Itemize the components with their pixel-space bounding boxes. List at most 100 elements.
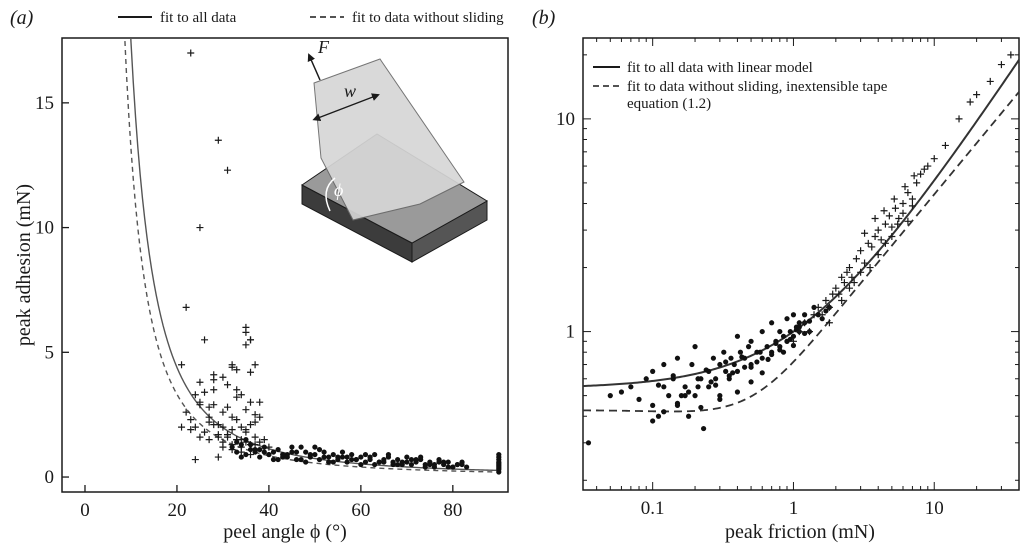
a-dot-point xyxy=(289,449,295,455)
a-dot-point xyxy=(298,456,304,463)
a-plus-point xyxy=(187,49,195,57)
a-plus-point xyxy=(191,391,199,399)
b-dot-point xyxy=(723,359,729,365)
a-dot-point xyxy=(252,446,258,453)
a-plus-point xyxy=(187,416,195,424)
a-plus-point xyxy=(224,166,232,174)
b-dot-point xyxy=(759,370,765,376)
a-plus-point xyxy=(214,453,222,461)
b-dot-point xyxy=(745,344,752,350)
a-dot-point xyxy=(422,464,428,470)
b-dot-point xyxy=(628,384,634,390)
b-plus-point xyxy=(941,141,949,149)
b-plus-point xyxy=(845,284,853,292)
a-plus-point xyxy=(196,224,204,232)
b-plus-point xyxy=(908,202,916,210)
b-plus-point xyxy=(881,220,889,228)
a-dot-point xyxy=(321,454,327,460)
b-dot-point xyxy=(759,355,765,361)
b-plus-point xyxy=(795,328,803,336)
a-plus-point xyxy=(224,431,232,439)
a-dot-point xyxy=(404,459,410,465)
a-plus-point xyxy=(251,411,259,419)
b-dot-point xyxy=(748,338,754,344)
b-dot-point xyxy=(815,312,821,318)
x-tick-label-b: 1 xyxy=(789,498,799,519)
b-dot-point xyxy=(802,312,808,318)
a-dot-point xyxy=(247,442,254,448)
b-plus-point xyxy=(891,204,899,212)
a-plus-point xyxy=(233,416,241,424)
b-plus-point xyxy=(973,91,981,99)
b-dot-point xyxy=(717,396,723,402)
b-plus-point xyxy=(901,183,909,191)
b-dot-point xyxy=(682,393,688,399)
b-plus-point xyxy=(930,155,938,163)
b-dot-point xyxy=(655,413,662,419)
a-dot-point xyxy=(441,459,447,465)
a-plus-point xyxy=(242,328,250,336)
x-tick-label-b: 0.1 xyxy=(641,498,665,519)
b-dot-point xyxy=(765,356,771,363)
b-plus-point xyxy=(829,290,837,298)
a-dot-point xyxy=(459,461,465,468)
a-plus-point xyxy=(210,386,218,394)
plot-b-ticks: 0.1 1 10 1 10 xyxy=(556,38,1020,519)
a-dot-point xyxy=(372,461,378,468)
b-dot-point xyxy=(692,393,698,399)
b-dot-point xyxy=(754,359,760,365)
a-plus-point xyxy=(228,426,236,434)
plot-b-curves xyxy=(583,59,1019,413)
a-dot-point xyxy=(243,437,249,443)
a-plus-point xyxy=(242,341,250,349)
a-dot-point xyxy=(280,451,286,458)
b-dot-point xyxy=(780,333,787,339)
b-dot-point xyxy=(734,389,741,395)
b-plus-point xyxy=(881,239,889,247)
plot-a-points xyxy=(178,49,502,475)
legend-a-dashed-label: fit to data without sliding xyxy=(352,10,504,26)
a-dot-point xyxy=(362,451,369,458)
panel-a: 0 20 40 60 80 0 5 10 15 peel angle ϕ (°) peak ad… xyxy=(13,37,509,543)
a-dot-point xyxy=(496,460,502,466)
b-plus-point xyxy=(894,220,902,228)
b-plus-point xyxy=(868,243,876,251)
a-dot-point xyxy=(326,454,332,460)
a-dot-point xyxy=(353,456,359,463)
b-dot-point xyxy=(730,370,736,376)
a-plus-point xyxy=(201,428,209,436)
a-plus-point xyxy=(205,413,213,421)
a-dot-point xyxy=(234,439,240,445)
a-plus-point xyxy=(228,363,236,371)
b-dot-point xyxy=(769,351,775,358)
a-dot-point xyxy=(362,459,369,465)
b-dot-point xyxy=(734,368,741,374)
a-plus-point xyxy=(182,408,190,416)
a-dot-point xyxy=(418,454,424,460)
b-dot-point xyxy=(787,336,793,342)
b-plus-point xyxy=(818,311,826,319)
b-plus-point xyxy=(874,251,882,259)
inset-width-arrow xyxy=(312,93,380,122)
b-dot-point xyxy=(723,368,729,374)
b-plus-point xyxy=(857,247,865,255)
a-dot-point xyxy=(312,444,318,450)
a-dot-point xyxy=(454,461,461,468)
b-dot-point xyxy=(686,389,692,395)
y-tick-label-a: 15 xyxy=(35,93,54,114)
a-dot-point xyxy=(395,461,401,468)
a-plus-point xyxy=(233,366,241,374)
x-tick-label-a: 20 xyxy=(167,500,186,521)
a-dot-point xyxy=(367,454,373,460)
a-dot-point xyxy=(464,464,470,470)
b-plus-point xyxy=(832,284,840,292)
a-plus-point xyxy=(210,401,218,409)
a-dot-point xyxy=(316,456,323,463)
a-plus-point xyxy=(219,423,227,431)
plot-a-frame xyxy=(61,37,509,493)
a-plus-point xyxy=(224,381,232,389)
a-dot-point xyxy=(372,451,378,458)
a-dot-point xyxy=(261,449,267,455)
a-dot-point xyxy=(275,446,281,453)
